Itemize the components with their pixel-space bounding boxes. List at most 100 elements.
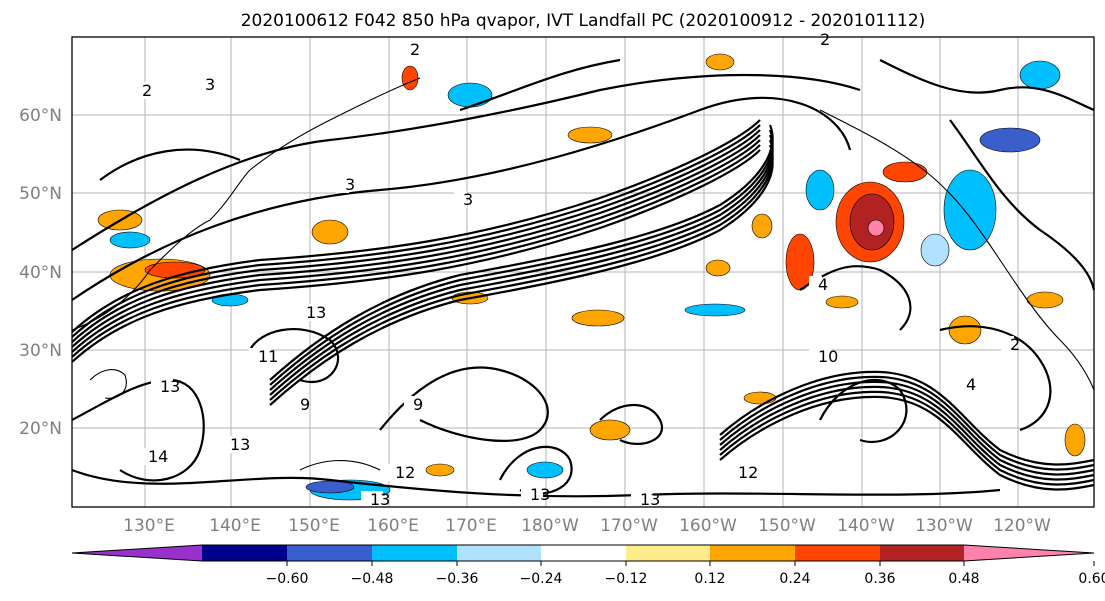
coastline — [819, 109, 1095, 391]
shaded-anomaly — [1064, 423, 1086, 457]
contour-label-bg — [957, 376, 970, 393]
contour-label: 11 — [258, 347, 278, 366]
colorbar-tick-label: −0.60 — [266, 571, 309, 587]
ivt-contour — [269, 124, 774, 381]
contour-label-bg — [151, 378, 173, 395]
coastline — [249, 77, 421, 171]
latitude-labels: 60°N 50°N 40°N 30°N 20°N — [19, 106, 62, 439]
contour-label-bg — [291, 396, 304, 413]
ivt-contour — [71, 96, 852, 301]
ivt-contour — [71, 139, 761, 353]
colorbar-segment — [880, 545, 964, 561]
contour-label-bg — [336, 176, 349, 193]
longitude-label: 150°E — [288, 516, 340, 536]
contour-label-bg — [811, 31, 824, 48]
longitude-label: 130°W — [915, 516, 973, 536]
colorbar-tick-label: 0.60 — [1078, 571, 1105, 587]
ivt-contour — [99, 148, 241, 181]
contour-label: 2 — [142, 81, 152, 100]
gridlines — [72, 37, 1094, 507]
ivt-contour — [819, 378, 908, 443]
colorbar-tick-label: −0.36 — [436, 571, 479, 587]
colorbar-tick-label: −0.12 — [605, 571, 648, 587]
colorbar-segment — [626, 545, 710, 561]
shaded-anomaly — [867, 219, 885, 237]
colorbar-tick-label: −0.48 — [351, 571, 394, 587]
shaded-anomaly — [109, 231, 151, 249]
shaded-anomaly — [425, 463, 455, 477]
colorbar-segment — [795, 545, 880, 561]
contour-label-bg — [809, 348, 831, 365]
shaded-anomaly — [743, 391, 777, 405]
longitude-label: 140°W — [837, 516, 895, 536]
contour-label: 3 — [463, 190, 473, 209]
colorbar-segment — [372, 545, 457, 561]
shaded-anomaly — [1026, 291, 1064, 309]
ivt-contour — [71, 129, 761, 343]
contour-label: 9 — [413, 395, 423, 414]
colorbar-segment — [287, 545, 372, 561]
ivt-contour — [719, 380, 1095, 476]
shaded-anomaly — [684, 303, 746, 317]
ivt-contour — [71, 134, 761, 348]
ivt-contour — [71, 149, 761, 363]
ivt-contour — [269, 149, 774, 406]
contour-label: 13 — [160, 377, 180, 396]
ivt-contour — [269, 134, 774, 391]
ivt-contour — [939, 325, 1052, 432]
colorbar-tick-label: 0.48 — [948, 571, 979, 587]
shaded-anomaly — [311, 219, 349, 245]
ivt-contour — [71, 378, 205, 482]
colorbar-tick-labels: −0.60 −0.48 −0.36 −0.24 −0.12 0.12 0.24 0.36 0.4… — [266, 561, 1105, 587]
contour-label-bg — [404, 396, 417, 413]
ivt-contour — [719, 385, 1095, 481]
colorbar-outline — [71, 544, 1095, 562]
contour-label: 9 — [300, 395, 310, 414]
contour-label: 3 — [205, 75, 215, 94]
ivt-contour — [719, 395, 1095, 491]
contour-label: 13 — [530, 485, 550, 504]
contour-label-bg — [631, 491, 653, 508]
ivt-contour — [249, 328, 340, 383]
longitude-label: 160°E — [367, 516, 419, 536]
colorbar-extend-right — [964, 545, 1094, 561]
ivt-contour — [719, 370, 1095, 466]
contour-label: 13 — [230, 435, 250, 454]
shaded-anomaly — [447, 82, 493, 108]
ivt-contour — [599, 404, 664, 445]
colorbar-segment — [541, 545, 626, 561]
longitude-label: 170°W — [600, 516, 658, 536]
contour-label-bg — [297, 304, 319, 321]
contour-label: 13 — [640, 490, 660, 509]
contour-label-bg — [133, 82, 146, 99]
latitude-label: 30°N — [19, 341, 62, 361]
longitude-label: 150°W — [758, 516, 816, 536]
ivt-contour — [71, 124, 761, 338]
colorbar-segment — [710, 545, 795, 561]
contour-label-bg — [249, 348, 271, 365]
contour-label-bg — [1001, 336, 1014, 353]
colorbar-tick-label: 0.36 — [864, 571, 895, 587]
shaded-anomaly — [589, 419, 631, 441]
contour-label-bg — [809, 276, 822, 293]
ivt-contour — [879, 59, 1095, 112]
longitude-label: 180°W — [521, 516, 579, 536]
ivt-contour — [71, 144, 761, 358]
contour-label-bg — [221, 436, 243, 453]
shaded-anomaly — [948, 315, 982, 345]
longitude-label: 140°E — [209, 516, 261, 536]
shaded-anomaly — [571, 309, 625, 327]
contour-label: 2 — [1010, 335, 1020, 354]
contour-label-bg — [454, 191, 467, 208]
shaded-anomaly — [825, 295, 859, 309]
latitude-label: 50°N — [19, 184, 62, 204]
shaded-anomaly — [705, 53, 735, 71]
shaded-anomaly — [705, 259, 731, 277]
longitude-label: 130°E — [123, 516, 175, 536]
contour-label: 2 — [410, 40, 420, 59]
contour-label-bg — [139, 448, 161, 465]
contour-label: 10 — [818, 347, 838, 366]
shaded-anomaly — [882, 161, 928, 183]
contour-labels: 2 3 2 3 2 3 13 11 13 13 14 9 9 12 13 13 12 13 10 4 4 2 — [133, 30, 1020, 509]
coastlines — [71, 77, 1095, 471]
